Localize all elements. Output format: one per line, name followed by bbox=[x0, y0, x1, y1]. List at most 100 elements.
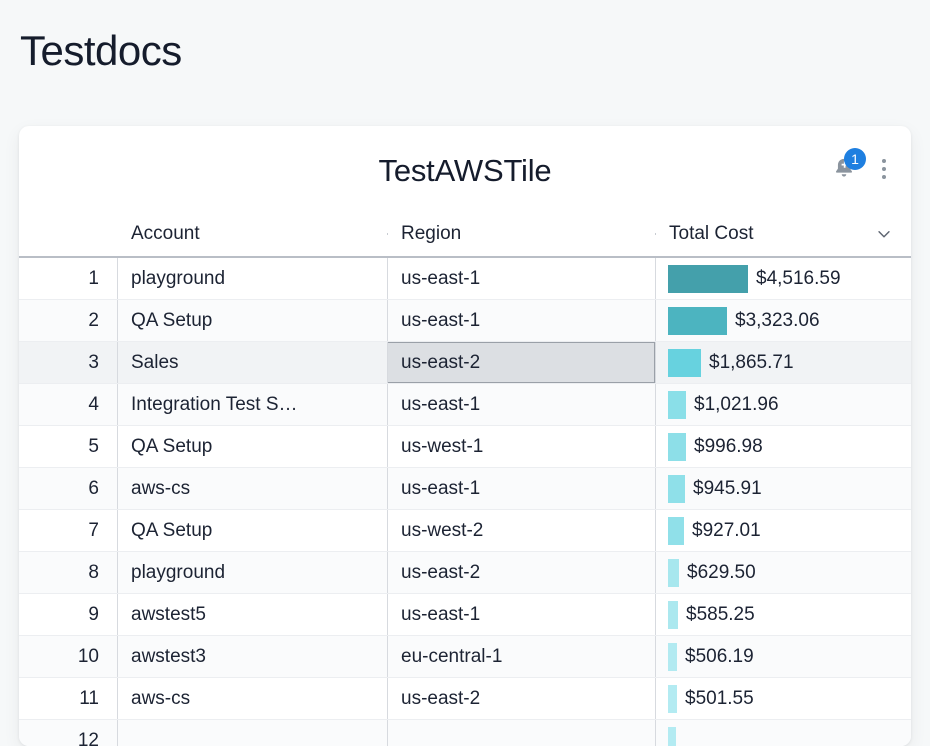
cell-total-cost[interactable]: $506.19 bbox=[655, 636, 911, 677]
cell-region[interactable] bbox=[387, 720, 655, 746]
tile-header: TestAWSTile 1 bbox=[19, 126, 911, 212]
cell-account-text: aws-cs bbox=[131, 478, 190, 500]
cost-bar-slot bbox=[655, 559, 679, 587]
cell-account[interactable]: aws-cs bbox=[117, 678, 387, 719]
table-row[interactable]: 8 playground us-east-2 $629.50 bbox=[19, 552, 911, 594]
cell-account[interactable]: aws-cs bbox=[117, 468, 387, 509]
cell-region[interactable]: us-east-1 bbox=[387, 594, 655, 635]
cell-total-cost[interactable] bbox=[655, 720, 911, 746]
cell-region[interactable]: eu-central-1 bbox=[387, 636, 655, 677]
cell-total-cost[interactable]: $501.55 bbox=[655, 678, 911, 719]
table-header-row: Account Region Total Cost bbox=[19, 212, 911, 258]
cost-bar-slot bbox=[655, 391, 686, 419]
cost-bar bbox=[668, 475, 685, 503]
cell-region[interactable]: us-east-2 bbox=[387, 552, 655, 593]
cost-bar-slot bbox=[655, 601, 678, 629]
cell-account[interactable]: awstest3 bbox=[117, 636, 387, 677]
cell-account-text: playground bbox=[131, 562, 225, 584]
bell-plus-icon[interactable]: 1 bbox=[827, 152, 861, 186]
cell-total-cost[interactable]: $996.98 bbox=[655, 426, 911, 467]
cost-bar bbox=[668, 433, 686, 461]
cell-account-text: awstest3 bbox=[131, 646, 206, 668]
cost-value-text: $1,865.71 bbox=[701, 352, 794, 374]
cell-total-cost[interactable]: $585.25 bbox=[655, 594, 911, 635]
table-row[interactable]: 12 bbox=[19, 720, 911, 746]
cell-total-cost[interactable]: $945.91 bbox=[655, 468, 911, 509]
cost-value-text: $585.25 bbox=[678, 604, 755, 626]
cost-bar-slot bbox=[655, 727, 676, 746]
cell-region[interactable]: us-east-1 bbox=[387, 258, 655, 299]
cost-bar bbox=[668, 349, 701, 377]
kebab-menu-icon[interactable] bbox=[875, 156, 893, 182]
cell-region-text: us-east-1 bbox=[401, 604, 480, 626]
cell-total-cost[interactable]: $1,021.96 bbox=[655, 384, 911, 425]
cell-account-text: aws-cs bbox=[131, 688, 190, 710]
cost-bar-slot bbox=[655, 433, 686, 461]
cell-region[interactable]: us-west-2 bbox=[387, 510, 655, 551]
cost-value-text: $996.98 bbox=[686, 436, 763, 458]
cell-region-text: us-east-1 bbox=[401, 310, 480, 332]
table-row[interactable]: 4 Integration Test S… us-east-1$1,021.96 bbox=[19, 384, 911, 426]
cell-total-cost[interactable]: $3,323.06 bbox=[655, 300, 911, 341]
cell-region[interactable]: us-west-1 bbox=[387, 426, 655, 467]
cell-account[interactable]: playground bbox=[117, 552, 387, 593]
chevron-down-icon[interactable] bbox=[875, 225, 893, 243]
cell-total-cost[interactable]: $927.01 bbox=[655, 510, 911, 551]
page-title: Testdocs bbox=[20, 28, 182, 74]
cost-value-text: $927.01 bbox=[684, 520, 761, 542]
tile-card: TestAWSTile 1 Account Region bbox=[19, 126, 911, 746]
column-header-total-cost[interactable]: Total Cost bbox=[655, 223, 911, 245]
table-row[interactable]: 6 aws-cs us-east-1 $945.91 bbox=[19, 468, 911, 510]
cell-account[interactable]: Integration Test S… bbox=[117, 384, 387, 425]
cell-account[interactable]: Sales bbox=[117, 342, 387, 383]
cell-account-text: QA Setup bbox=[131, 310, 212, 332]
cost-bar-slot bbox=[655, 307, 727, 335]
cell-account[interactable]: QA Setup bbox=[117, 426, 387, 467]
cost-bar bbox=[668, 391, 686, 419]
column-header-account[interactable]: Account bbox=[117, 223, 387, 245]
cell-region-text: us-east-2 bbox=[401, 688, 480, 710]
cell-total-cost[interactable]: $1,865.71 bbox=[655, 342, 911, 383]
cell-region[interactable]: us-east-1 bbox=[387, 468, 655, 509]
cell-account[interactable]: QA Setup bbox=[117, 510, 387, 551]
cell-row-index: 12 bbox=[19, 720, 117, 746]
cell-row-index: 6 bbox=[19, 468, 117, 509]
cost-value-text: $3,323.06 bbox=[727, 310, 820, 332]
cost-value-text: $945.91 bbox=[685, 478, 762, 500]
cell-account[interactable] bbox=[117, 720, 387, 746]
cost-bar bbox=[668, 307, 727, 335]
column-header-region[interactable]: Region bbox=[387, 223, 655, 245]
cell-region[interactable]: us-east-1 bbox=[387, 384, 655, 425]
cell-region-text: us-east-2 bbox=[401, 562, 480, 584]
cell-account[interactable]: QA Setup bbox=[117, 300, 387, 341]
cost-value-text: $4,516.59 bbox=[748, 268, 841, 290]
cell-total-cost[interactable]: $629.50 bbox=[655, 552, 911, 593]
cell-account[interactable]: awstest5 bbox=[117, 594, 387, 635]
cell-total-cost[interactable]: $4,516.59 bbox=[655, 258, 911, 299]
notification-badge-count: 1 bbox=[844, 148, 866, 170]
cost-bar bbox=[668, 265, 748, 293]
cell-account[interactable]: playground bbox=[117, 258, 387, 299]
cell-row-index: 3 bbox=[19, 342, 117, 383]
cell-region[interactable]: us-east-1 bbox=[387, 300, 655, 341]
cell-region-text: eu-central-1 bbox=[401, 646, 502, 668]
cell-region-text: us-west-1 bbox=[401, 436, 483, 458]
cell-row-index: 1 bbox=[19, 258, 117, 299]
cell-region-text: us-east-1 bbox=[401, 268, 480, 290]
cell-region[interactable]: us-east-2 bbox=[387, 342, 655, 383]
cell-account-text: Integration Test S… bbox=[131, 394, 298, 416]
cell-row-index: 4 bbox=[19, 384, 117, 425]
cost-value-text: $506.19 bbox=[677, 646, 754, 668]
column-header-total-cost-label: Total Cost bbox=[669, 223, 753, 245]
cell-region-text: us-west-2 bbox=[401, 520, 483, 542]
cell-region[interactable]: us-east-2 bbox=[387, 678, 655, 719]
cell-row-index: 8 bbox=[19, 552, 117, 593]
